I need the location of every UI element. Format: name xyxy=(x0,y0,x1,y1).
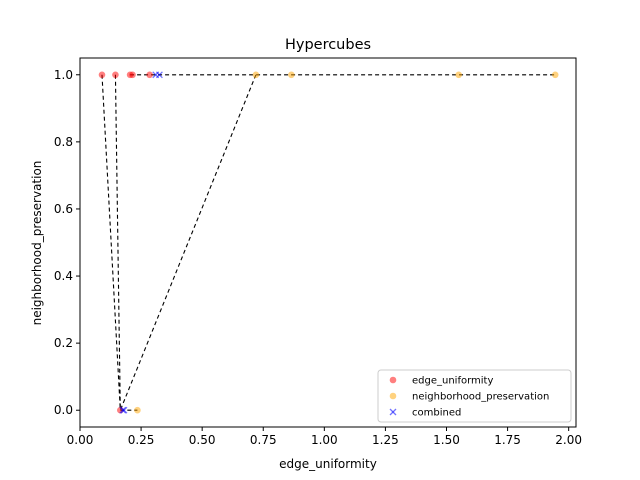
x-marker-stroke xyxy=(119,406,127,414)
x-tick-label: 1.25 xyxy=(372,433,399,447)
legend-box xyxy=(377,369,572,423)
point-combined xyxy=(120,406,128,414)
data-points xyxy=(98,71,559,414)
point-edge-uniformity xyxy=(98,71,106,79)
y-tick-label: 0.6 xyxy=(54,202,73,216)
x-tick-label: 0.75 xyxy=(250,433,277,447)
x-marker-stroke xyxy=(120,406,128,414)
point-combined xyxy=(119,406,127,414)
point-edge-uniformity xyxy=(112,71,119,79)
y-tick-label: 0.0 xyxy=(54,403,73,417)
legend-marker-neighborhood-preservation xyxy=(389,392,397,400)
legend-label: neighborhood_preservation xyxy=(412,392,549,403)
chart-title: Hypercubes xyxy=(285,37,371,53)
legend-label: combined xyxy=(412,408,461,419)
point-combined xyxy=(155,71,163,79)
pareto-line xyxy=(119,74,257,411)
legend-marker-combined xyxy=(389,408,397,416)
x-marker-stroke xyxy=(155,71,163,79)
legend: edge_uniformity neighborhood_preservation… xyxy=(377,369,572,423)
x-tick-label: 1.00 xyxy=(311,433,338,447)
y-tick-label: 0.8 xyxy=(54,135,73,149)
point-neighborhood-preservation xyxy=(288,71,295,79)
y-tick-label: 1.0 xyxy=(54,68,73,82)
legend-items: edge_uniformity neighborhood_preservation… xyxy=(389,376,549,419)
x-tick-label: 0.00 xyxy=(67,433,94,447)
point-neighborhood-preservation xyxy=(551,71,559,79)
x-tick-label: 0.50 xyxy=(189,433,216,447)
x-tick-label: 0.25 xyxy=(128,433,155,447)
point-edge-uniformity xyxy=(146,71,153,79)
legend-marker-edge-uniformity xyxy=(389,376,397,384)
plot-frame xyxy=(79,57,577,428)
y-ticks: 0.0 0.2 0.4 0.6 0.8 1.0 xyxy=(54,68,80,417)
legend-label: edge_uniformity xyxy=(412,376,493,387)
point-edge-uniformity xyxy=(129,71,136,79)
y-axis-label: neighborhood_preservation xyxy=(30,161,44,326)
y-tick-label: 0.2 xyxy=(54,336,73,350)
x-tick-label: 1.50 xyxy=(433,433,460,447)
x-ticks: 0.00 0.25 0.50 0.75 1.00 1.25 1.50 1.75 2.00 xyxy=(67,427,582,447)
point-neighborhood-preservation xyxy=(134,406,141,414)
point-neighborhood-preservation xyxy=(252,71,260,79)
x-marker-stroke xyxy=(389,408,397,416)
x-axis-label: edge_uniformity xyxy=(279,457,377,471)
x-tick-label: 1.75 xyxy=(494,433,521,447)
x-tick-label: 2.00 xyxy=(555,433,582,447)
y-tick-label: 0.4 xyxy=(54,269,73,283)
point-neighborhood-preservation xyxy=(455,71,463,79)
